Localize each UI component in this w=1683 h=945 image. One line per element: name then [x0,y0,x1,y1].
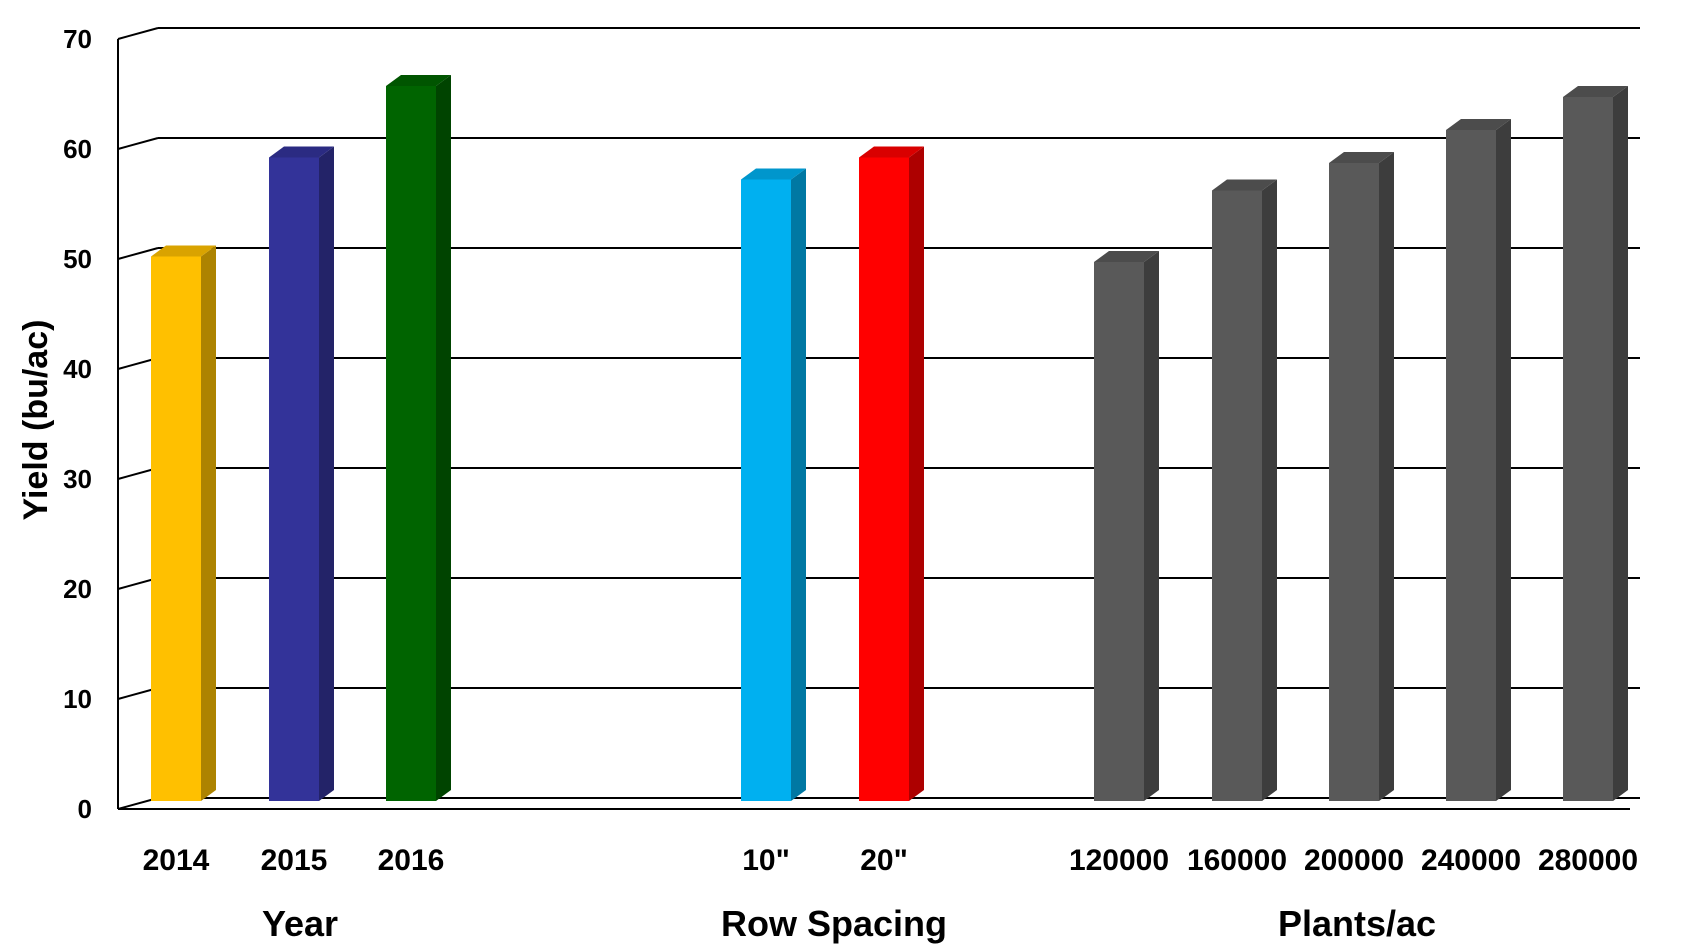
bar-top-face [151,245,216,257]
x-tick-label: 2014 [143,844,210,877]
x-tick-label: 280000 [1538,844,1638,877]
bar-side-face [1262,179,1277,801]
group-labels: Year Row Spacing Plants/ac [262,903,1436,944]
y-tick-label: 70 [63,24,92,54]
y-tick-label: 10 [63,684,92,714]
bar-side-face [319,146,334,801]
x-tick-label: 240000 [1421,844,1521,877]
bars [151,75,1628,801]
bar [386,75,451,801]
category-labels: 2014 2015 2016 10" 20" 120000 160000 200000 2400… [143,844,1638,877]
gridline-diagonal [117,27,159,40]
y-tick-label: 20 [63,574,92,604]
x-tick-label: 2016 [378,844,445,877]
bar-front-face [1212,190,1262,801]
bar-top-face [1329,152,1394,163]
bar-front-face [151,256,201,801]
group-label: Plants/ac [1278,903,1436,944]
bar [1329,152,1394,801]
y-tick-label: 30 [63,464,92,494]
x-tick-label: 10" [742,844,790,877]
x-tick-label: 2015 [261,844,328,877]
group-label: Year [262,903,338,944]
bar-top-face [1563,86,1628,97]
y-axis-ticks: 0 10 20 30 40 50 60 70 [63,24,92,824]
y-tick-label: 50 [63,244,92,274]
bar-front-face [1329,163,1379,801]
bar-side-face [1379,152,1394,801]
bar [1212,179,1277,801]
gridline-diagonal [117,247,159,260]
y-tick-label: 60 [63,134,92,164]
bar [741,168,806,801]
bar-top-face [386,75,451,86]
bar-top-face [741,168,806,180]
bar-side-face [1613,86,1628,801]
y-axis-title: Yield (bu/ac) [17,320,55,521]
bar-front-face [741,179,791,801]
x-tick-label: 160000 [1187,844,1287,877]
group-label: Row Spacing [721,903,947,944]
bar-side-face [201,245,216,801]
bar-side-face [1496,119,1511,801]
x-tick-label: 120000 [1069,844,1169,877]
bar-front-face [386,86,436,801]
y-tick-label: 40 [63,354,92,384]
bar [151,245,216,801]
bar [1094,251,1159,801]
bar-front-face [1094,262,1144,801]
bar-side-face [791,168,806,801]
bar-front-face [269,157,319,801]
bar-top-face [1212,179,1277,191]
bar-side-face [1144,251,1159,801]
bar-side-face [436,75,451,801]
x-tick-label: 200000 [1304,844,1404,877]
bar-front-face [1446,130,1496,801]
bar [269,146,334,801]
bar-side-face [909,146,924,801]
bar [1446,119,1511,801]
bar-top-face [859,146,924,158]
bar [859,146,924,801]
bar [1563,86,1628,801]
bar-front-face [859,157,909,801]
gridline-diagonal [117,137,159,150]
bar-top-face [269,146,334,158]
x-tick-label: 20" [860,844,908,877]
bar-top-face [1446,119,1511,130]
y-tick-label: 0 [78,794,92,824]
bar-front-face [1563,97,1613,801]
bar-top-face [1094,251,1159,262]
